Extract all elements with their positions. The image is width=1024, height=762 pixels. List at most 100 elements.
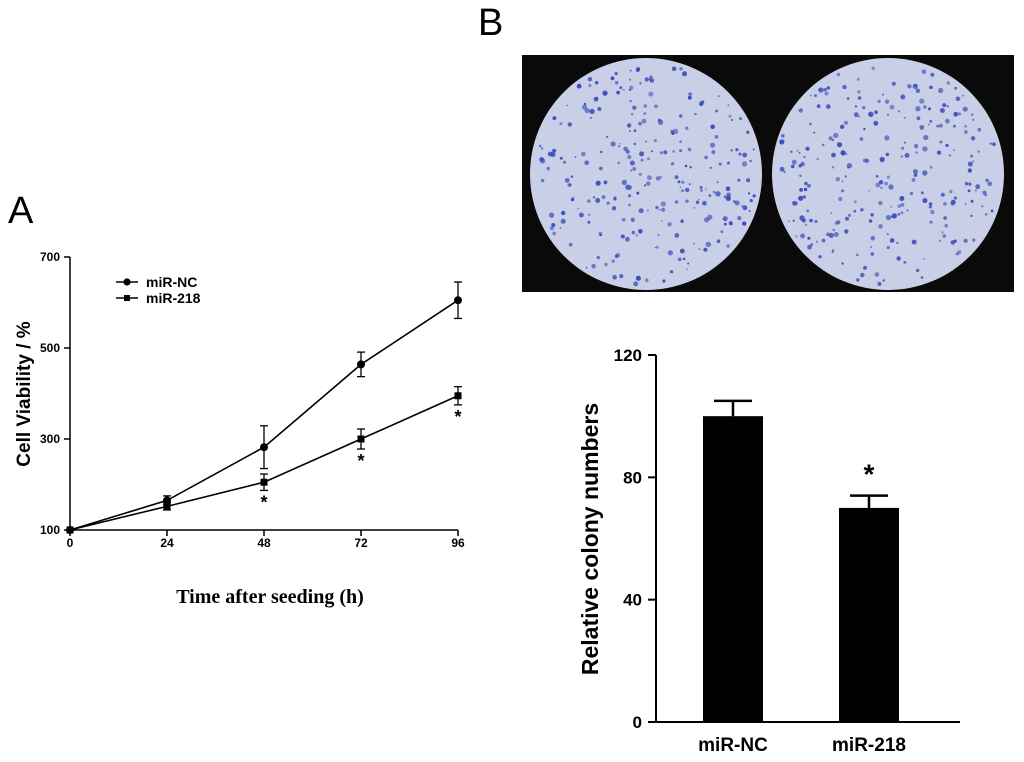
colony-dot [632, 167, 637, 171]
colony-dot [693, 207, 696, 209]
colony-dot [633, 281, 639, 287]
colony-dot [901, 146, 905, 150]
colony-dot [681, 180, 685, 184]
data-point [260, 478, 268, 486]
colony-dot [854, 105, 858, 108]
colony-dot [906, 209, 909, 212]
colony-dot [990, 209, 994, 213]
colony-dot [802, 195, 807, 199]
colony-dot [568, 242, 573, 247]
colony-dot [860, 208, 864, 212]
colony-dot [856, 77, 860, 81]
colony-dot [964, 203, 967, 206]
colony-dot [711, 150, 716, 155]
colony-dot [715, 191, 721, 197]
colony-dot [667, 222, 672, 227]
colony-dot [955, 96, 961, 102]
colony-dot [648, 78, 652, 81]
colony-dot [639, 82, 642, 85]
colony-dot [643, 112, 647, 115]
colony-dot [641, 118, 647, 124]
colony-dot [640, 158, 644, 162]
colony-dot [985, 178, 989, 182]
colony-dot [779, 139, 785, 145]
colony-dot [846, 97, 850, 100]
colony-dot [606, 201, 610, 205]
colony-dot [942, 234, 947, 238]
colony-dot [882, 93, 884, 96]
colony-dot [911, 178, 916, 182]
colony-dot [970, 214, 973, 218]
colony-dot [875, 182, 881, 188]
colony-dot [654, 104, 658, 109]
colony-dot [900, 94, 906, 100]
colony-dot [809, 218, 813, 223]
colony-dot [946, 81, 950, 85]
colony-dot [796, 149, 799, 152]
colony-dot [779, 166, 785, 172]
colony-dot [862, 106, 866, 110]
colony-dot [631, 230, 636, 235]
colony-dot [800, 233, 805, 239]
colony-dot [945, 143, 949, 148]
colony-dot [922, 170, 928, 176]
colony-dot [539, 157, 544, 162]
colony-dot [853, 112, 859, 118]
colony-dot [868, 190, 870, 192]
colony-dot [937, 150, 941, 155]
colony-dot [821, 143, 825, 147]
colony-dot [734, 200, 740, 206]
colony-dot [903, 141, 907, 144]
colony-dot [807, 184, 811, 188]
colony-dot [629, 160, 636, 166]
colony-dot [936, 124, 940, 128]
colony-dot [870, 236, 876, 241]
colony-dot [970, 199, 974, 203]
colony-dot [616, 90, 620, 95]
colony-dot [967, 161, 973, 167]
colony-dot [742, 205, 748, 211]
colony-dot [593, 96, 599, 102]
colony-dot [815, 240, 818, 243]
data-point [66, 526, 74, 534]
colony-dot [627, 194, 632, 198]
colony-dot [919, 98, 925, 104]
colony-dot [615, 81, 619, 85]
colony-dot [972, 238, 976, 242]
plate-mir-218 [772, 58, 1004, 290]
colony-dot [805, 146, 810, 151]
colony-dot [674, 233, 680, 238]
colony-dot [950, 240, 955, 245]
colony-dot [896, 241, 899, 244]
colony-dot [727, 161, 730, 164]
colony-dot [964, 124, 967, 128]
colony-dot [570, 197, 575, 202]
colony-dot [970, 136, 976, 141]
colony-dot [564, 178, 570, 183]
colony-dot [914, 144, 919, 149]
colony-dot [874, 272, 880, 277]
colony-dot [987, 181, 993, 187]
colony-dot [679, 140, 682, 143]
colony-dot [682, 257, 686, 261]
colony-dot [662, 279, 666, 283]
colony-dot [945, 118, 950, 124]
colony-dot [798, 108, 803, 113]
colony-dot [886, 175, 891, 179]
colony-dot [589, 108, 595, 115]
colony-dot [720, 230, 724, 234]
colony-dot [884, 135, 890, 141]
colony-dot [970, 154, 973, 158]
colony-dot [589, 116, 593, 120]
colony-dot [638, 172, 642, 176]
colony-dot [644, 77, 650, 82]
colony-dot [647, 157, 650, 161]
colony-dot [798, 195, 804, 201]
colony-dot [805, 223, 808, 226]
colony-dot [560, 218, 566, 224]
colony-dot [742, 161, 748, 167]
colony-dot [838, 196, 843, 202]
colony-dot [830, 212, 833, 214]
colony-dot [855, 253, 859, 257]
colony-dot [845, 153, 848, 156]
